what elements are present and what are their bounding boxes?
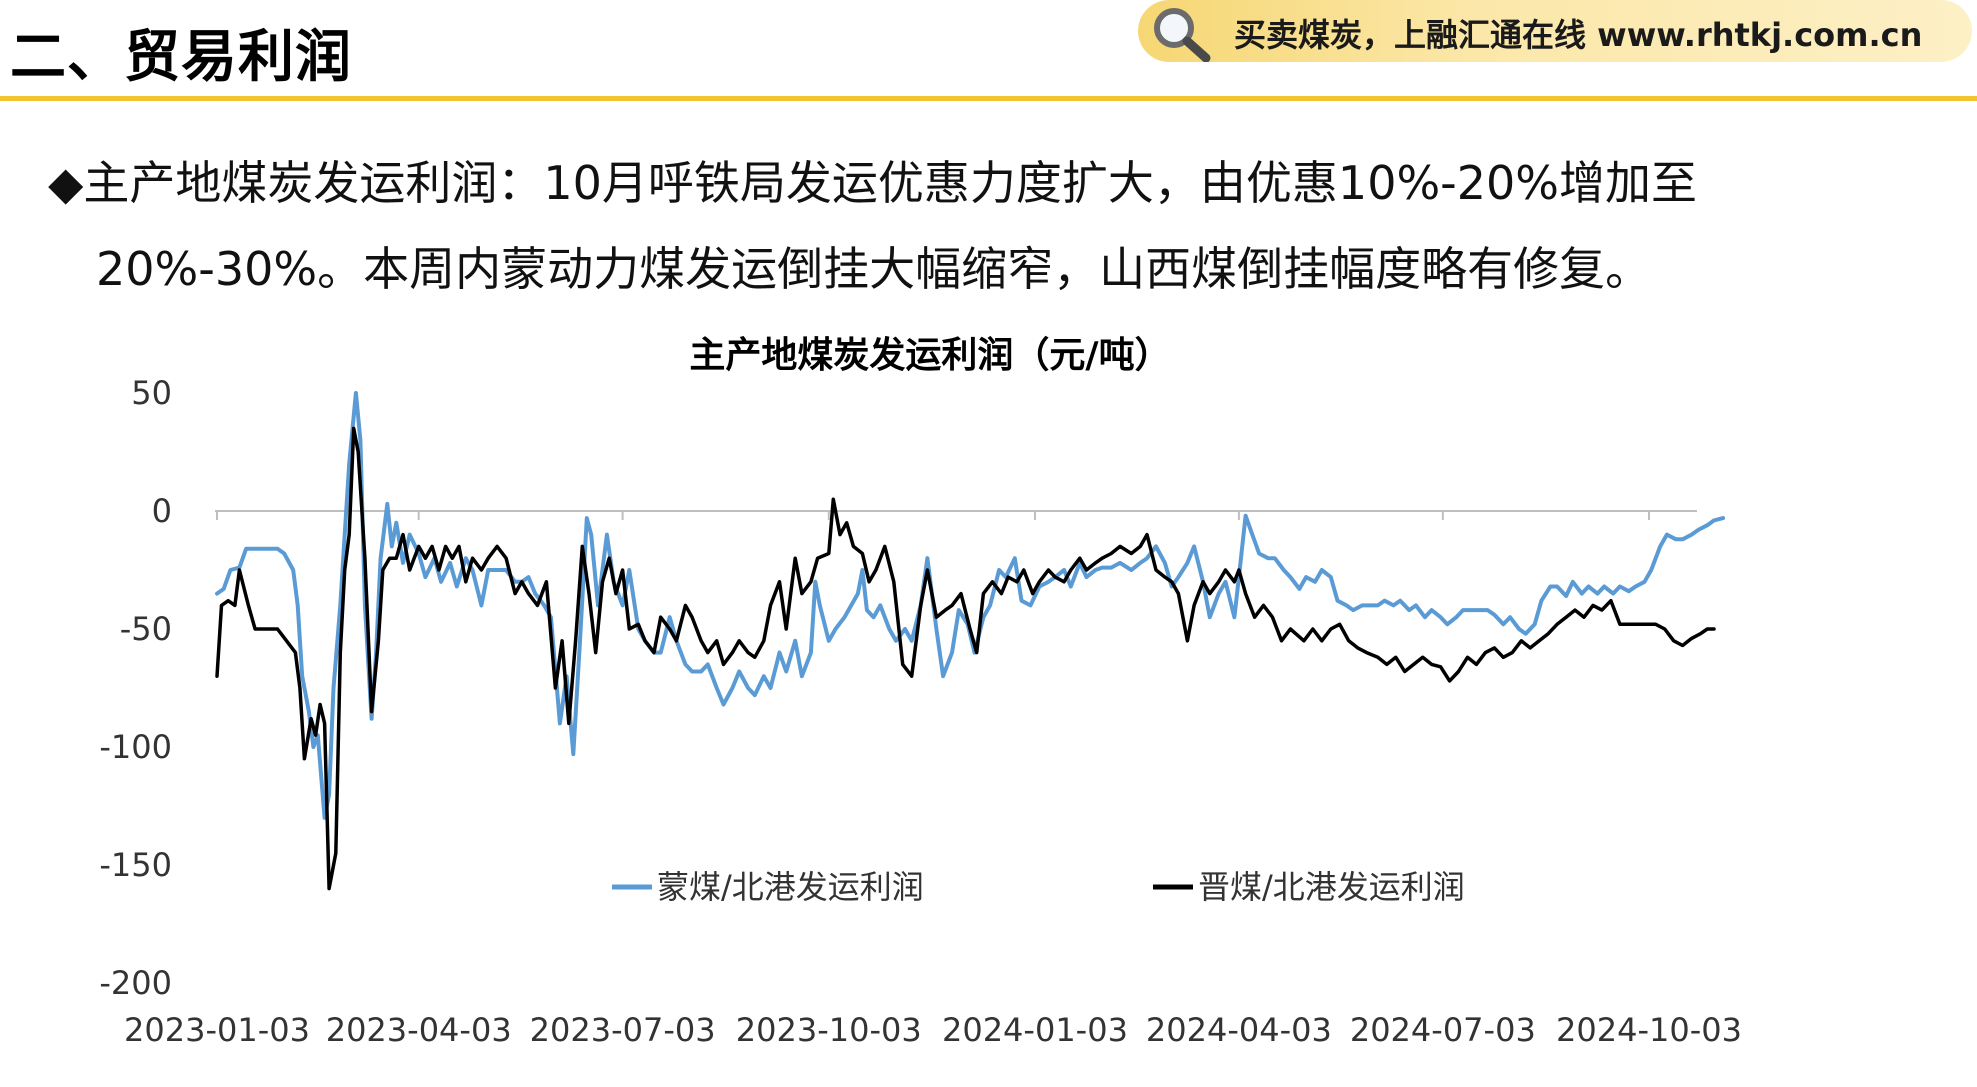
x-tick-label: 2023-07-03 bbox=[530, 1011, 716, 1049]
summary-line-2: 20%-30%。本周内蒙动力煤发运倒挂大幅缩窄，山西煤倒挂幅度略有修复。 bbox=[96, 242, 1652, 296]
x-tick-label: 2023-04-03 bbox=[326, 1011, 512, 1049]
series-line-meng bbox=[215, 391, 1725, 820]
summary-line-1: ◆主产地煤炭发运利润：10月呼铁局发运优惠力度扩大，由优惠10%-20%增加至 bbox=[48, 140, 1928, 226]
legend-label: 晋煤/北港发运利润 bbox=[1198, 868, 1465, 906]
magnifier-icon bbox=[1154, 8, 1211, 62]
chart-series bbox=[215, 391, 1725, 891]
x-tick-label: 2024-04-03 bbox=[1146, 1011, 1332, 1049]
series-line-jin bbox=[215, 426, 1716, 891]
y-tick-label: -50 bbox=[120, 610, 172, 648]
y-tick-label: -150 bbox=[99, 846, 172, 884]
section-title: 二、贸易利润 bbox=[10, 25, 352, 90]
y-tick-label: -100 bbox=[99, 728, 172, 766]
summary-text: ◆主产地煤炭发运利润：10月呼铁局发运优惠力度扩大，由优惠10%-20%增加至 … bbox=[48, 140, 1928, 312]
chart-legend: 蒙煤/北港发运利润 晋煤/北港发运利润 bbox=[612, 868, 1465, 906]
banner-text: 买卖煤炭，上融汇通在线 www.rhtkj.com.cn bbox=[1234, 16, 1923, 54]
site-banner[interactable]: 买卖煤炭，上融汇通在线 www.rhtkj.com.cn bbox=[1138, 0, 1972, 62]
x-tick-label: 2024-10-03 bbox=[1556, 1011, 1742, 1049]
x-tick-label: 2023-01-03 bbox=[124, 1011, 310, 1049]
x-tick-label: 2024-01-03 bbox=[942, 1011, 1128, 1049]
legend-label: 蒙煤/北港发运利润 bbox=[657, 868, 924, 906]
header-rule bbox=[0, 96, 1977, 101]
bullet-symbol: ◆ bbox=[48, 156, 84, 210]
chart-axes: 2023-01-03 2023-04-03 2023-07-03 2023-10-03… bbox=[99, 374, 1742, 1049]
y-tick-label: -200 bbox=[99, 964, 172, 1002]
summary-line-1-text: 主产地煤炭发运利润：10月呼铁局发运优惠力度扩大，由优惠10%-20%增加至 bbox=[83, 156, 1698, 210]
y-tick-label: 50 bbox=[131, 374, 172, 412]
x-tick-label: 2023-10-03 bbox=[736, 1011, 922, 1049]
y-tick-label: 0 bbox=[152, 492, 172, 530]
x-tick-label: 2024-07-03 bbox=[1350, 1011, 1536, 1049]
chart-title: 主产地煤炭发运利润（元/吨） bbox=[689, 335, 1171, 376]
